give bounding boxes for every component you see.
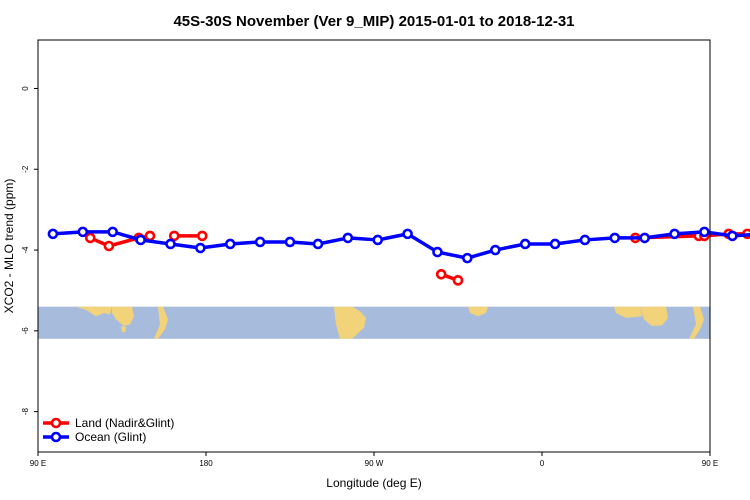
data-point (103, 240, 115, 252)
data-point (549, 238, 561, 250)
data-point (47, 228, 59, 240)
legend-label: Land (Nadir&Glint) (75, 416, 174, 430)
data-point (402, 228, 413, 240)
data-point (224, 238, 236, 250)
australia-land-repeat (614, 306, 642, 318)
plot-frame (37, 39, 711, 453)
y-tick-label: -6 (21, 327, 30, 335)
data-point (462, 252, 473, 264)
x-tick-label: 90 E (30, 459, 46, 468)
data-point (168, 230, 180, 242)
chart-title: 45S-30S November (Ver 9_MIP) 2015-01-01 … (173, 13, 574, 30)
x-axis-label: Longitude (deg E) (326, 476, 421, 490)
ocean-band (38, 306, 710, 339)
data-point (372, 234, 384, 246)
data-point (579, 234, 591, 246)
australia-se-land-repeat (640, 306, 668, 326)
legend-swatch-marker (50, 431, 62, 443)
data-point (519, 238, 531, 250)
south-africa-land (468, 306, 488, 317)
x-tick-label: 0 (540, 459, 545, 468)
y-tick-label: 0 (21, 86, 30, 91)
data-point (490, 244, 501, 256)
data-point (254, 236, 266, 248)
data-point (165, 238, 176, 250)
data-point (107, 226, 118, 238)
x-tick-label: 180 (199, 459, 213, 468)
australia-se-land (112, 306, 134, 326)
data-point (727, 230, 738, 242)
data-point (284, 236, 296, 248)
y-axis-label: XCO2 - MLO trend (ppm) (2, 179, 16, 314)
data-point (452, 275, 464, 286)
south-america-land (334, 306, 366, 339)
data-point (84, 232, 96, 244)
x-tick-label: 90 W (365, 459, 384, 468)
data-point (699, 226, 710, 238)
y-tick-label: -8 (21, 408, 30, 416)
x-tick-label: 90 E (702, 459, 718, 468)
new-zealand-land-repeat (689, 306, 704, 339)
data-point (669, 228, 680, 240)
data-point (432, 246, 443, 258)
series-ocean (47, 226, 750, 264)
australia-land (76, 306, 112, 317)
legend-swatch-marker (50, 417, 62, 429)
y-tick-label: -4 (21, 246, 30, 254)
data-point (77, 226, 89, 238)
data-point (342, 232, 354, 244)
y-tick-label: -2 (21, 165, 30, 173)
data-point (435, 268, 447, 280)
data-point (639, 232, 650, 244)
y-axis: 0 -2 -4 -6 -8 (21, 86, 38, 415)
map-strip (38, 306, 710, 339)
new-zealand-land (154, 306, 168, 339)
data-point (144, 230, 156, 242)
data-point (609, 232, 621, 244)
legend: Land (Nadir&Glint)Ocean (Glint) (43, 416, 174, 444)
data-point (196, 230, 208, 242)
tasmania-land (121, 325, 126, 333)
data-point (135, 234, 146, 246)
data-point (195, 242, 206, 254)
legend-item: Ocean (Glint) (43, 430, 146, 444)
data-point (312, 238, 324, 250)
legend-label: Ocean (Glint) (75, 430, 146, 444)
legend-item: Land (Nadir&Glint) (43, 416, 174, 430)
series-layer (47, 226, 750, 286)
